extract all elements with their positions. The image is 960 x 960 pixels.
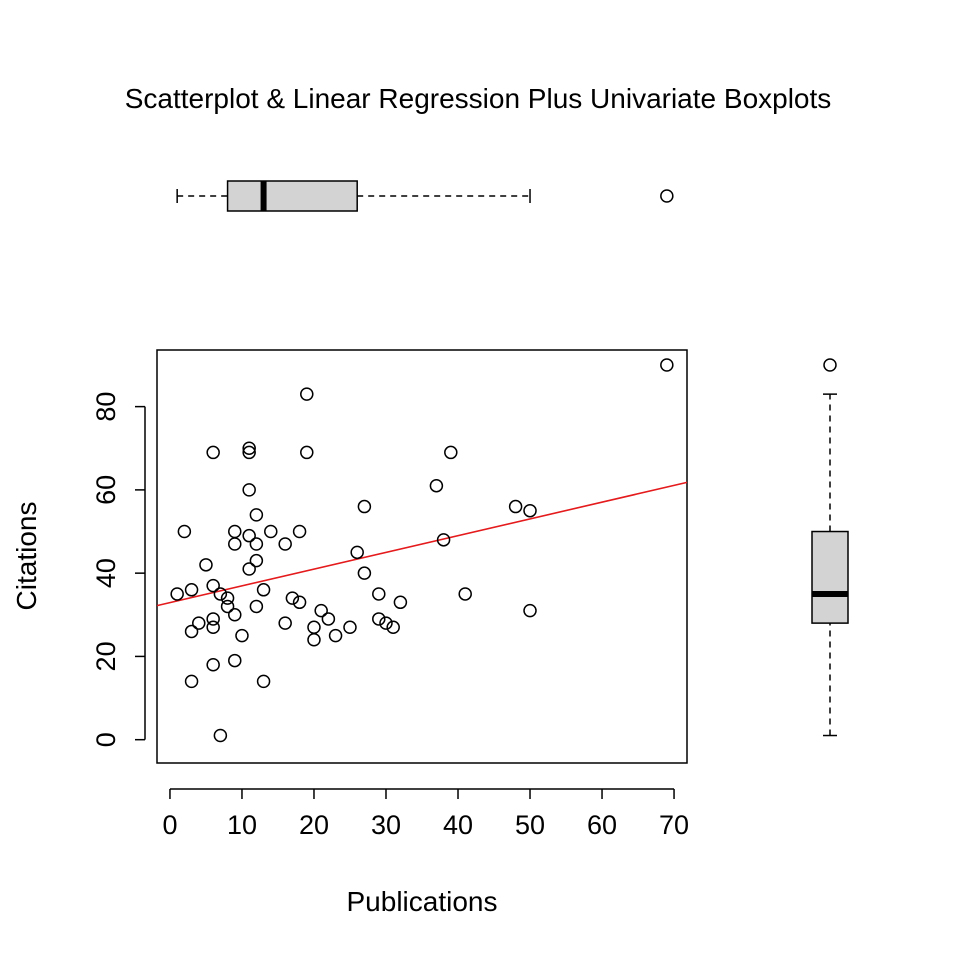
data-point [278, 616, 292, 630]
data-point [228, 524, 242, 539]
regression-line [156, 481, 688, 607]
data-point [292, 595, 307, 610]
data-point [300, 387, 314, 401]
data-point [249, 553, 264, 568]
y-box-iqr [811, 530, 849, 624]
data-point [372, 587, 386, 601]
data-point [508, 499, 523, 514]
data-point [206, 612, 220, 626]
y-axis: 0 20 40 60 80 [91, 392, 146, 747]
data-point [256, 583, 271, 597]
data-point [242, 441, 256, 456]
y-tick-label: 40 [91, 558, 121, 588]
data-point [523, 503, 537, 518]
y-tick-label: 0 [91, 732, 121, 747]
data-point [321, 612, 336, 626]
data-point [372, 612, 386, 626]
y-tick-label: 60 [91, 475, 121, 505]
data-point [343, 620, 357, 635]
plot-frame [156, 349, 688, 764]
data-point [300, 445, 314, 460]
regression-layer [156, 481, 688, 607]
data-point [177, 524, 192, 539]
y-axis-label: Citations [11, 502, 42, 611]
x-tick-label: 60 [587, 810, 617, 840]
data-point [220, 591, 235, 605]
data-point [307, 620, 321, 635]
y-tick-label: 80 [91, 392, 121, 422]
data-point [192, 616, 206, 630]
x-tick-label: 70 [659, 810, 689, 840]
data-point [184, 674, 199, 689]
data-point [228, 537, 242, 551]
data-point [228, 608, 242, 622]
data-point [264, 524, 278, 539]
data-point [206, 620, 220, 635]
data-point [379, 616, 393, 630]
data-point [307, 633, 321, 647]
data-point [436, 533, 451, 547]
data-point [444, 445, 458, 460]
data-point [314, 603, 328, 618]
data-point [278, 537, 292, 551]
data-point [206, 657, 220, 672]
data-point [292, 524, 307, 539]
data-point [350, 545, 364, 560]
data-point [523, 603, 537, 618]
x-tick-label: 10 [227, 810, 257, 840]
x-box-iqr [226, 180, 358, 212]
data-point [242, 445, 256, 460]
data-point [357, 566, 372, 580]
data-point [170, 587, 184, 601]
x-axis-label: Publications [347, 886, 498, 917]
x-tick-label: 50 [515, 810, 545, 840]
data-point [213, 587, 228, 601]
data-point [660, 358, 674, 372]
data-point [386, 620, 400, 635]
data-point [184, 583, 199, 597]
data-point [242, 562, 256, 576]
data-point [199, 558, 213, 572]
x-box-outlier [660, 189, 674, 203]
data-point [213, 728, 228, 743]
data-point [357, 499, 372, 514]
data-point [242, 528, 256, 543]
data-point [242, 483, 256, 497]
x-tick-label: 0 [162, 810, 177, 840]
data-point [285, 591, 300, 605]
data-point [220, 599, 235, 614]
data-point [393, 595, 408, 610]
y-boxplot [811, 358, 849, 737]
data-point [249, 537, 264, 551]
x-axis: 0 10 20 30 40 50 60 70 [162, 788, 689, 840]
x-tick-label: 40 [443, 810, 473, 840]
data-point [206, 578, 220, 593]
x-boxplot [176, 180, 674, 212]
data-point [228, 653, 242, 668]
data-point [249, 599, 264, 614]
x-tick-label: 30 [371, 810, 401, 840]
data-point [184, 624, 199, 639]
data-point [206, 445, 220, 460]
data-point [328, 628, 343, 643]
x-tick-label: 20 [299, 810, 329, 840]
y-box-outlier [823, 358, 837, 372]
data-point [458, 587, 472, 601]
scatter-points [170, 358, 674, 743]
data-point [235, 628, 249, 643]
y-tick-label: 20 [91, 641, 121, 671]
chart-title: Scatterplot & Linear Regression Plus Uni… [125, 83, 832, 114]
data-point [429, 478, 444, 493]
data-point [256, 674, 271, 689]
data-point [249, 508, 264, 522]
